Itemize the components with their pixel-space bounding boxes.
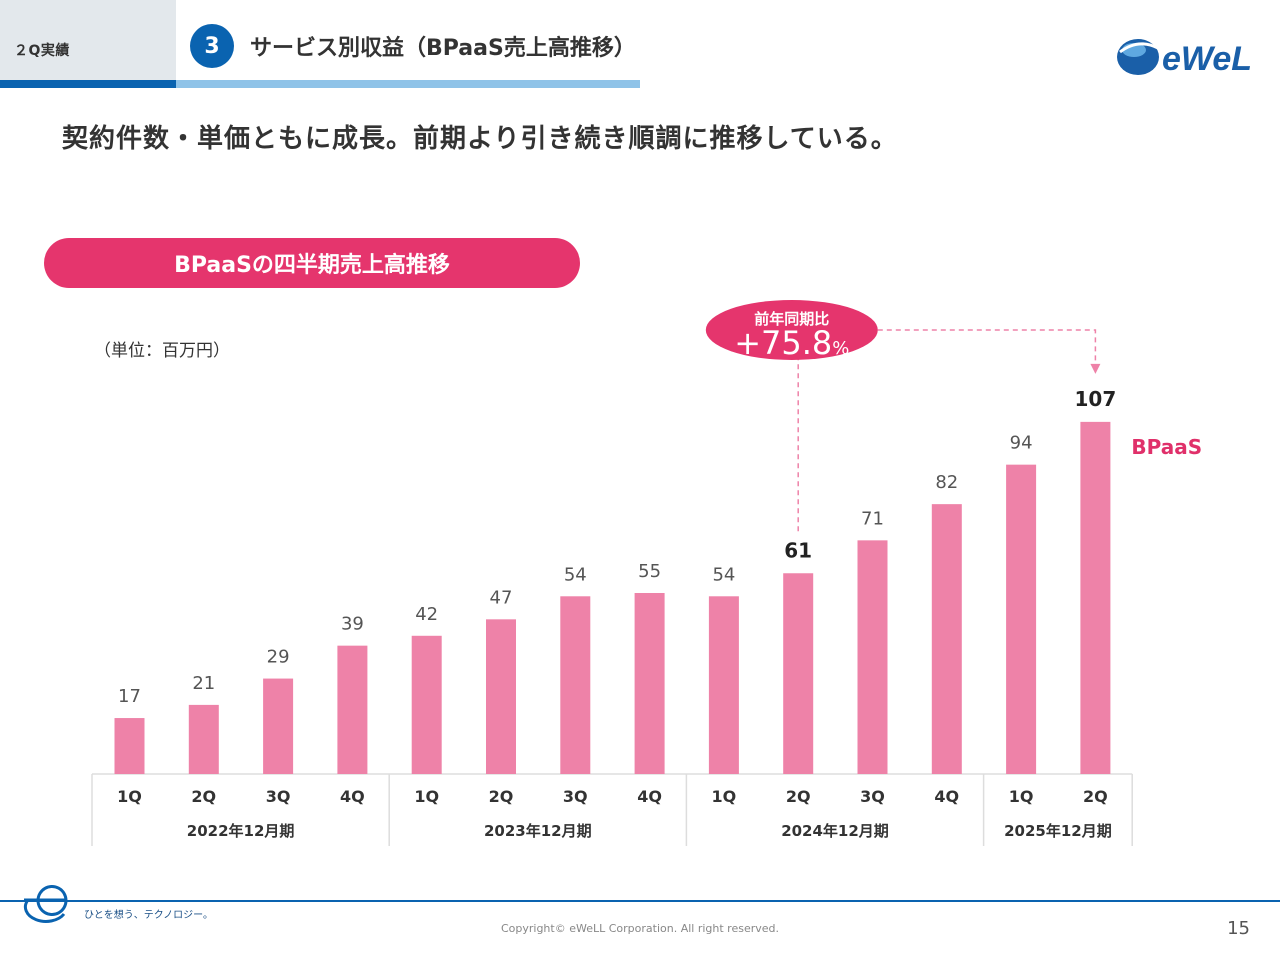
tick-label-5: 2Q: [489, 787, 514, 806]
value-label-11: 82: [935, 472, 958, 493]
page-number: 15: [1227, 918, 1250, 939]
tick-label-10: 3Q: [860, 787, 885, 806]
value-label-6: 54: [564, 564, 587, 585]
bar-2: [263, 678, 294, 774]
yoy-value-suffix: %: [832, 338, 849, 359]
value-label-7: 55: [638, 561, 661, 582]
group-label-0: 2022年12月期: [187, 822, 295, 840]
tick-label-13: 2Q: [1083, 787, 1108, 806]
yoy-badge: [705, 300, 878, 360]
title-number-badge: 3: [190, 24, 234, 68]
bar-11: [931, 504, 962, 774]
yoy-label: 前年同期比: [754, 310, 829, 328]
group-label-2: 2024年12月期: [781, 822, 889, 840]
tick-label-2: 3Q: [266, 787, 291, 806]
value-label-4: 42: [415, 604, 438, 625]
bar-5: [486, 619, 516, 774]
yoy-value-number: +75.8: [734, 324, 832, 362]
tick-label-6: 3Q: [563, 787, 588, 806]
chart-title: BPaaSの四半期売上高推移: [174, 253, 450, 278]
tick-label-8: 1Q: [712, 787, 737, 806]
copyright: Copyright© eWeLL Corporation. All right …: [500, 922, 780, 935]
tick-label-3: 4Q: [340, 787, 365, 806]
bar-4: [411, 635, 442, 774]
section-tab: [0, 0, 176, 80]
bar-chart: 1Q 2Q 3Q 4Q 1Q 2Q 3Q 4Q 1Q 2Q 3Q 4Q 1Q 2Q 2022年12月期 202…: [91, 300, 1202, 846]
yoy-value: +75.8%: [734, 324, 849, 362]
tick-label-0: 1Q: [117, 787, 142, 806]
bar-9: [783, 573, 814, 774]
value-label-8: 54: [712, 564, 735, 585]
bar-6: [560, 596, 591, 774]
headline: 契約件数・単価ともに成長。前期より引き続き順調に推移している。: [62, 124, 898, 154]
bar-1: [188, 704, 219, 774]
value-label-10: 71: [861, 508, 884, 529]
series-label-bpaas: BPaaS: [1131, 435, 1202, 459]
value-label-9: 61: [784, 538, 812, 562]
value-label-3: 39: [341, 614, 364, 635]
tick-label-4: 1Q: [414, 787, 439, 806]
unit-label: （単位：百万円）: [94, 341, 230, 361]
yoy-connector-right: [877, 329, 1097, 366]
bar-7: [634, 593, 665, 774]
tick-label-1: 2Q: [191, 787, 216, 806]
group-label-3: 2025年12月期: [1004, 822, 1112, 840]
bar-10: [857, 540, 888, 774]
yoy-arrowhead: [1090, 363, 1101, 374]
page-title: サービス別収益（BPaaS売上高推移）: [250, 36, 636, 61]
bar-8: [708, 596, 739, 774]
chart-title-pill: BPaaSの四半期売上高推移: [44, 238, 580, 288]
bar-0: [114, 718, 145, 774]
group-label-1: 2023年12月期: [484, 822, 592, 840]
tick-label-7: 4Q: [637, 787, 662, 806]
bar-12: [1006, 464, 1037, 774]
value-label-0: 17: [118, 686, 141, 707]
bar-3: [337, 645, 368, 774]
footer-e-icon: [23, 885, 68, 923]
footer-tagline: ひとを想う、テクノロジー。: [84, 910, 213, 921]
footer-line: [0, 900, 1280, 902]
tick-label-9: 2Q: [786, 787, 811, 806]
value-label-2: 29: [267, 647, 290, 668]
section-label: ２Q実績: [14, 43, 70, 59]
tick-label-12: 1Q: [1009, 787, 1034, 806]
bar-13: [1080, 421, 1111, 774]
logo-text: eWeLL: [1162, 40, 1252, 78]
value-label-13: 107: [1075, 387, 1117, 411]
ewell-logo: eWeLL: [1117, 39, 1252, 78]
value-label-12: 94: [1010, 433, 1033, 454]
tick-label-11: 4Q: [934, 787, 959, 806]
value-label-5: 47: [490, 587, 513, 608]
title-underline: [176, 80, 640, 88]
section-tab-bar: [0, 80, 176, 88]
value-label-1: 21: [192, 673, 215, 694]
